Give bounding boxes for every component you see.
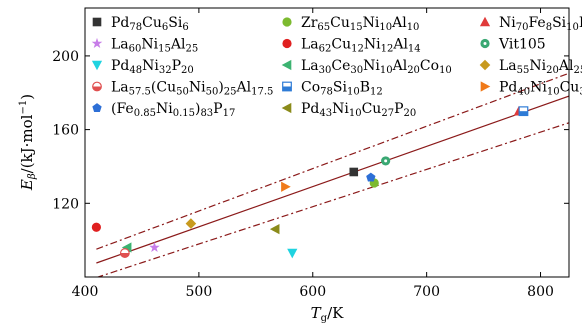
legend-label: Pd43Ni10Cu27P20 <box>301 101 416 119</box>
legend-item: Vit105 <box>480 37 546 53</box>
upper-band-line <box>96 72 569 250</box>
data-point <box>349 167 359 177</box>
legend-item: Pd40Ni10Cu30P20 <box>480 80 582 98</box>
legend-item: Pd78Cu6Si6 <box>92 15 189 33</box>
legend-item: (Fe0.85Ni0.15)83P17 <box>92 101 235 119</box>
legend-item: La30Ce30Ni10Al20Co10 <box>281 58 452 76</box>
legend-marker <box>281 102 292 114</box>
legend-marker <box>479 59 491 71</box>
data-point <box>381 156 391 166</box>
legend-marker <box>282 17 292 27</box>
legend-label: La62Cu12Ni12Al14 <box>301 37 421 55</box>
legend-marker <box>282 81 292 92</box>
data-point <box>518 106 529 117</box>
y-axis-label: Eβ/(kJ·mol−1) <box>18 94 38 191</box>
data-point <box>121 242 132 253</box>
legend-label: Co78Si10B12 <box>301 80 383 98</box>
x-axis-label: Tg/K <box>311 304 344 324</box>
legend-label: La60Ni15Al25 <box>111 37 198 55</box>
y-tick-label: 120 <box>52 196 79 212</box>
data-point <box>287 248 298 259</box>
x-tick-label: 800 <box>527 284 554 300</box>
legend-item: La60Ni15Al25 <box>91 37 198 55</box>
fit-lines <box>96 72 569 277</box>
y-tick-label: 200 <box>52 49 79 65</box>
legend-marker <box>92 81 102 92</box>
legend-label: Pd48Ni32P20 <box>111 58 194 76</box>
legend-marker <box>480 81 491 92</box>
legend-label: Zr65Cu15Ni10Al10 <box>301 15 419 33</box>
legend-label: La57.5(Cu50Ni50)25Al17.5 <box>111 80 273 98</box>
legend-marker <box>479 16 491 27</box>
data-point <box>269 224 280 235</box>
legend-item: Zr65Cu15Ni10Al10 <box>282 15 419 33</box>
legend-marker <box>91 60 103 71</box>
y-tick-label: 160 <box>52 123 79 139</box>
data-point <box>91 222 101 232</box>
x-tick-label: 500 <box>186 284 213 300</box>
legend-item: Ni70Fe8Si10B12 <box>479 15 582 33</box>
legend-item: Pd43Ni10Cu27P20 <box>281 101 416 119</box>
legend-item: Co78Si10B12 <box>282 80 383 98</box>
lower-band-line <box>96 122 569 277</box>
x-tick-label: 600 <box>299 284 326 300</box>
data-point <box>366 172 376 182</box>
plot-frame <box>84 7 570 278</box>
legend-label: La55Ni20Al25 <box>499 58 582 76</box>
legend-item: La55Ni20Al25 <box>479 58 582 76</box>
legend-marker <box>281 59 292 71</box>
legend-marker <box>92 17 102 27</box>
legend: Pd78Cu6Si6 Zr65Cu15Ni10Al10 Ni70Fe8Si10B12… <box>91 15 582 119</box>
x-tick-label: 400 <box>72 284 99 300</box>
axis-ticks: 400 500 600 700 800 120 160 200 <box>52 8 569 300</box>
data-point <box>149 241 160 253</box>
legend-label: Pd40Ni10Cu30P20 <box>499 80 582 98</box>
legend-marker <box>92 103 102 112</box>
legend-label: Pd78Cu6Si6 <box>111 15 189 33</box>
legend-label: Ni70Fe8Si10B12 <box>499 15 582 33</box>
legend-label: (Fe0.85Ni0.15)83P17 <box>111 101 235 119</box>
data-point <box>185 218 197 229</box>
legend-marker <box>91 37 103 49</box>
legend-item: Pd48Ni32P20 <box>91 58 194 76</box>
legend-marker <box>480 38 490 49</box>
legend-label: Vit105 <box>498 37 546 53</box>
legend-item: La62Cu12Ni12Al14 <box>282 37 421 55</box>
x-tick-label: 700 <box>413 284 440 300</box>
fit-line <box>96 95 569 264</box>
legend-item: La57.5(Cu50Ni50)25Al17.5 <box>92 80 273 98</box>
legend-marker <box>282 38 292 49</box>
data-points <box>91 105 529 259</box>
data-point <box>119 248 130 258</box>
data-point <box>281 181 291 192</box>
legend-label: La30Ce30Ni10Al20Co10 <box>301 58 452 76</box>
